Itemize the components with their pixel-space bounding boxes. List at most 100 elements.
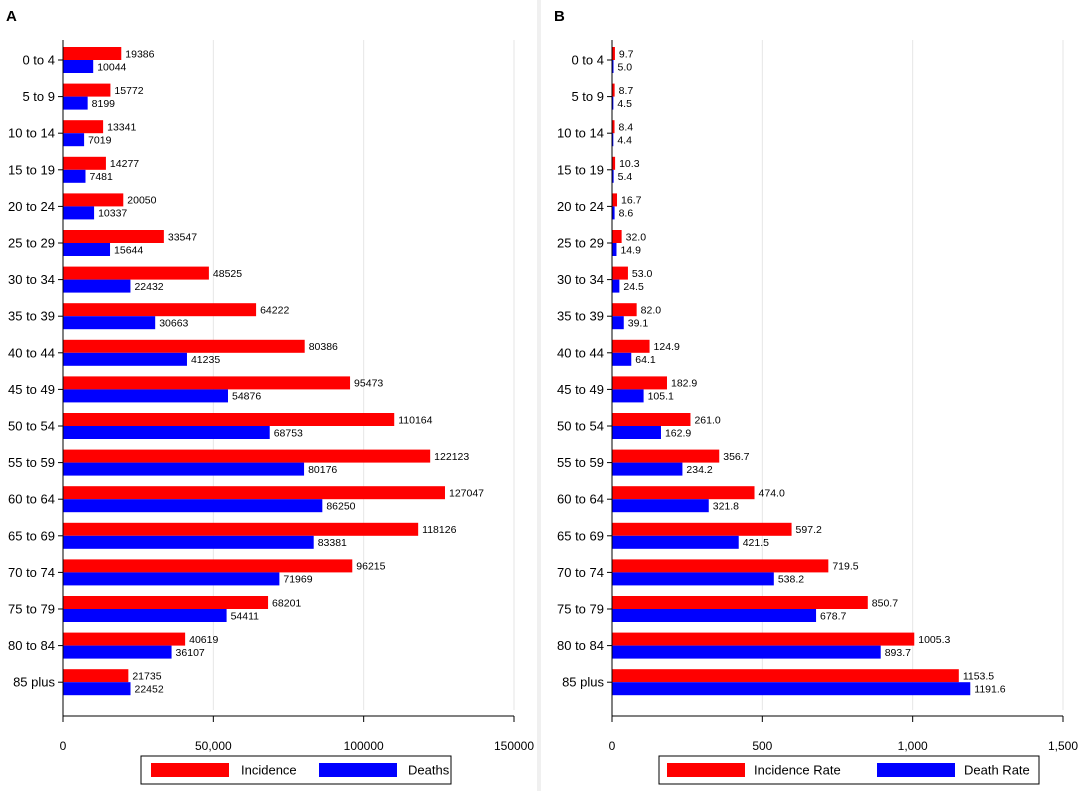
value-label-a-incidence-14: 96215 bbox=[356, 561, 385, 573]
category-label-b-13: 65 to 69 bbox=[557, 528, 604, 543]
bar-b-incidence-rate-16 bbox=[612, 633, 914, 646]
category-label-a-0: 0 to 4 bbox=[22, 53, 55, 68]
bar-b-death-rate-11 bbox=[612, 463, 682, 476]
bar-a-deaths-15 bbox=[63, 609, 227, 622]
value-label-a-deaths-1: 8199 bbox=[92, 98, 116, 110]
value-label-b-incidence-rate-7: 82.0 bbox=[641, 305, 662, 317]
bar-a-deaths-0 bbox=[63, 60, 93, 73]
bar-a-incidence-15 bbox=[63, 596, 268, 609]
category-label-a-12: 60 to 64 bbox=[8, 492, 55, 507]
bar-a-deaths-10 bbox=[63, 426, 270, 439]
value-label-b-death-rate-9: 105.1 bbox=[648, 391, 674, 403]
value-label-b-incidence-rate-1: 8.7 bbox=[619, 85, 634, 97]
legend-swatch-a-0 bbox=[151, 763, 229, 777]
value-label-b-death-rate-6: 24.5 bbox=[623, 281, 644, 293]
value-label-b-death-rate-14: 538.2 bbox=[778, 574, 804, 586]
x-tick-label-a-1: 50,000 bbox=[195, 739, 232, 753]
category-label-a-5: 25 to 29 bbox=[8, 236, 55, 251]
bar-a-incidence-0 bbox=[63, 47, 121, 60]
bar-b-death-rate-6 bbox=[612, 280, 619, 293]
bar-a-incidence-14 bbox=[63, 559, 352, 572]
bar-a-deaths-17 bbox=[63, 682, 131, 695]
value-label-b-incidence-rate-0: 9.7 bbox=[619, 48, 634, 60]
value-label-b-incidence-rate-3: 10.3 bbox=[619, 158, 640, 170]
bar-b-death-rate-12 bbox=[612, 499, 709, 512]
value-label-b-incidence-rate-11: 356.7 bbox=[723, 451, 749, 463]
bar-b-incidence-rate-17 bbox=[612, 669, 959, 682]
value-label-a-deaths-16: 36107 bbox=[176, 647, 205, 659]
bar-b-incidence-rate-14 bbox=[612, 559, 828, 572]
bar-a-deaths-14 bbox=[63, 572, 279, 585]
category-label-a-15: 75 to 79 bbox=[8, 602, 55, 617]
bar-b-death-rate-8 bbox=[612, 353, 631, 366]
bar-a-incidence-5 bbox=[63, 230, 164, 243]
bar-b-death-rate-14 bbox=[612, 572, 774, 585]
chart-panel-a: A 0 to 4 19386 10044 5 to 9 15772 8199 10 to 14… bbox=[0, 0, 537, 791]
value-label-a-deaths-11: 80176 bbox=[308, 464, 337, 476]
value-label-a-incidence-5: 33547 bbox=[168, 231, 197, 243]
value-label-a-deaths-12: 86250 bbox=[326, 501, 355, 513]
value-label-a-incidence-0: 19386 bbox=[125, 48, 154, 60]
panel-label-a: A bbox=[6, 8, 17, 25]
bar-a-incidence-11 bbox=[63, 450, 430, 463]
value-label-a-deaths-14: 71969 bbox=[283, 574, 312, 586]
value-label-b-incidence-rate-12: 474.0 bbox=[759, 488, 785, 500]
value-label-a-incidence-16: 40619 bbox=[189, 634, 218, 646]
value-label-b-death-rate-7: 39.1 bbox=[628, 318, 649, 330]
category-label-a-3: 15 to 19 bbox=[8, 162, 55, 177]
value-label-b-death-rate-8: 64.1 bbox=[635, 354, 656, 366]
bar-b-incidence-rate-10 bbox=[612, 413, 690, 426]
bar-b-death-rate-16 bbox=[612, 646, 881, 659]
bar-b-death-rate-5 bbox=[612, 243, 616, 256]
category-label-a-13: 65 to 69 bbox=[8, 528, 55, 543]
value-label-b-death-rate-13: 421.5 bbox=[743, 537, 769, 549]
category-label-b-11: 55 to 59 bbox=[557, 455, 604, 470]
legend-label-a-0: Incidence bbox=[241, 763, 297, 778]
value-label-a-incidence-13: 118126 bbox=[422, 524, 456, 536]
x-tick-label-b-2: 1,000 bbox=[898, 739, 928, 753]
bar-b-incidence-rate-4 bbox=[612, 193, 617, 206]
bar-a-deaths-11 bbox=[63, 463, 304, 476]
x-tick-label-a-3: 150000 bbox=[494, 739, 534, 753]
bar-b-incidence-rate-8 bbox=[612, 340, 650, 353]
category-label-b-14: 70 to 74 bbox=[557, 565, 604, 580]
value-label-b-incidence-rate-8: 124.9 bbox=[654, 341, 680, 353]
value-label-b-incidence-rate-14: 719.5 bbox=[832, 561, 858, 573]
bar-b-death-rate-13 bbox=[612, 536, 739, 549]
value-label-b-death-rate-4: 8.6 bbox=[619, 208, 634, 220]
value-label-b-incidence-rate-5: 32.0 bbox=[626, 231, 647, 243]
value-label-a-incidence-6: 48525 bbox=[213, 268, 242, 280]
bar-a-deaths-13 bbox=[63, 536, 314, 549]
value-label-a-incidence-11: 122123 bbox=[434, 451, 469, 463]
panel-label-b: B bbox=[554, 8, 565, 25]
bar-b-incidence-rate-15 bbox=[612, 596, 868, 609]
x-tick-label-b-0: 0 bbox=[609, 739, 616, 753]
legend-label-b-1: Death Rate bbox=[964, 763, 1030, 778]
category-label-a-10: 50 to 54 bbox=[8, 419, 55, 434]
category-label-b-17: 85 plus bbox=[562, 675, 604, 690]
legend-label-b-0: Incidence Rate bbox=[754, 763, 841, 778]
bar-b-incidence-rate-7 bbox=[612, 303, 637, 316]
bar-b-incidence-rate-9 bbox=[612, 376, 667, 389]
bar-b-incidence-rate-11 bbox=[612, 450, 719, 463]
value-label-a-deaths-4: 10337 bbox=[98, 208, 127, 220]
bar-a-incidence-12 bbox=[63, 486, 445, 499]
bar-a-deaths-1 bbox=[63, 97, 88, 110]
value-label-b-death-rate-17: 1191.6 bbox=[974, 684, 1005, 696]
category-label-b-12: 60 to 64 bbox=[557, 492, 604, 507]
value-label-b-death-rate-3: 5.4 bbox=[618, 171, 633, 183]
bar-b-death-rate-15 bbox=[612, 609, 816, 622]
value-label-a-deaths-3: 7481 bbox=[89, 171, 113, 183]
x-tick-label-a-2: 100000 bbox=[344, 739, 384, 753]
bar-a-deaths-2 bbox=[63, 133, 84, 146]
value-label-b-incidence-rate-9: 182.9 bbox=[671, 378, 697, 390]
category-label-a-14: 70 to 74 bbox=[8, 565, 55, 580]
bar-a-incidence-1 bbox=[63, 84, 110, 97]
bar-a-deaths-16 bbox=[63, 646, 172, 659]
category-label-a-16: 80 to 84 bbox=[8, 638, 55, 653]
bar-a-deaths-9 bbox=[63, 389, 228, 402]
value-label-a-incidence-17: 21735 bbox=[132, 671, 161, 683]
value-label-a-incidence-3: 14277 bbox=[110, 158, 139, 170]
category-label-b-2: 10 to 14 bbox=[557, 126, 604, 141]
